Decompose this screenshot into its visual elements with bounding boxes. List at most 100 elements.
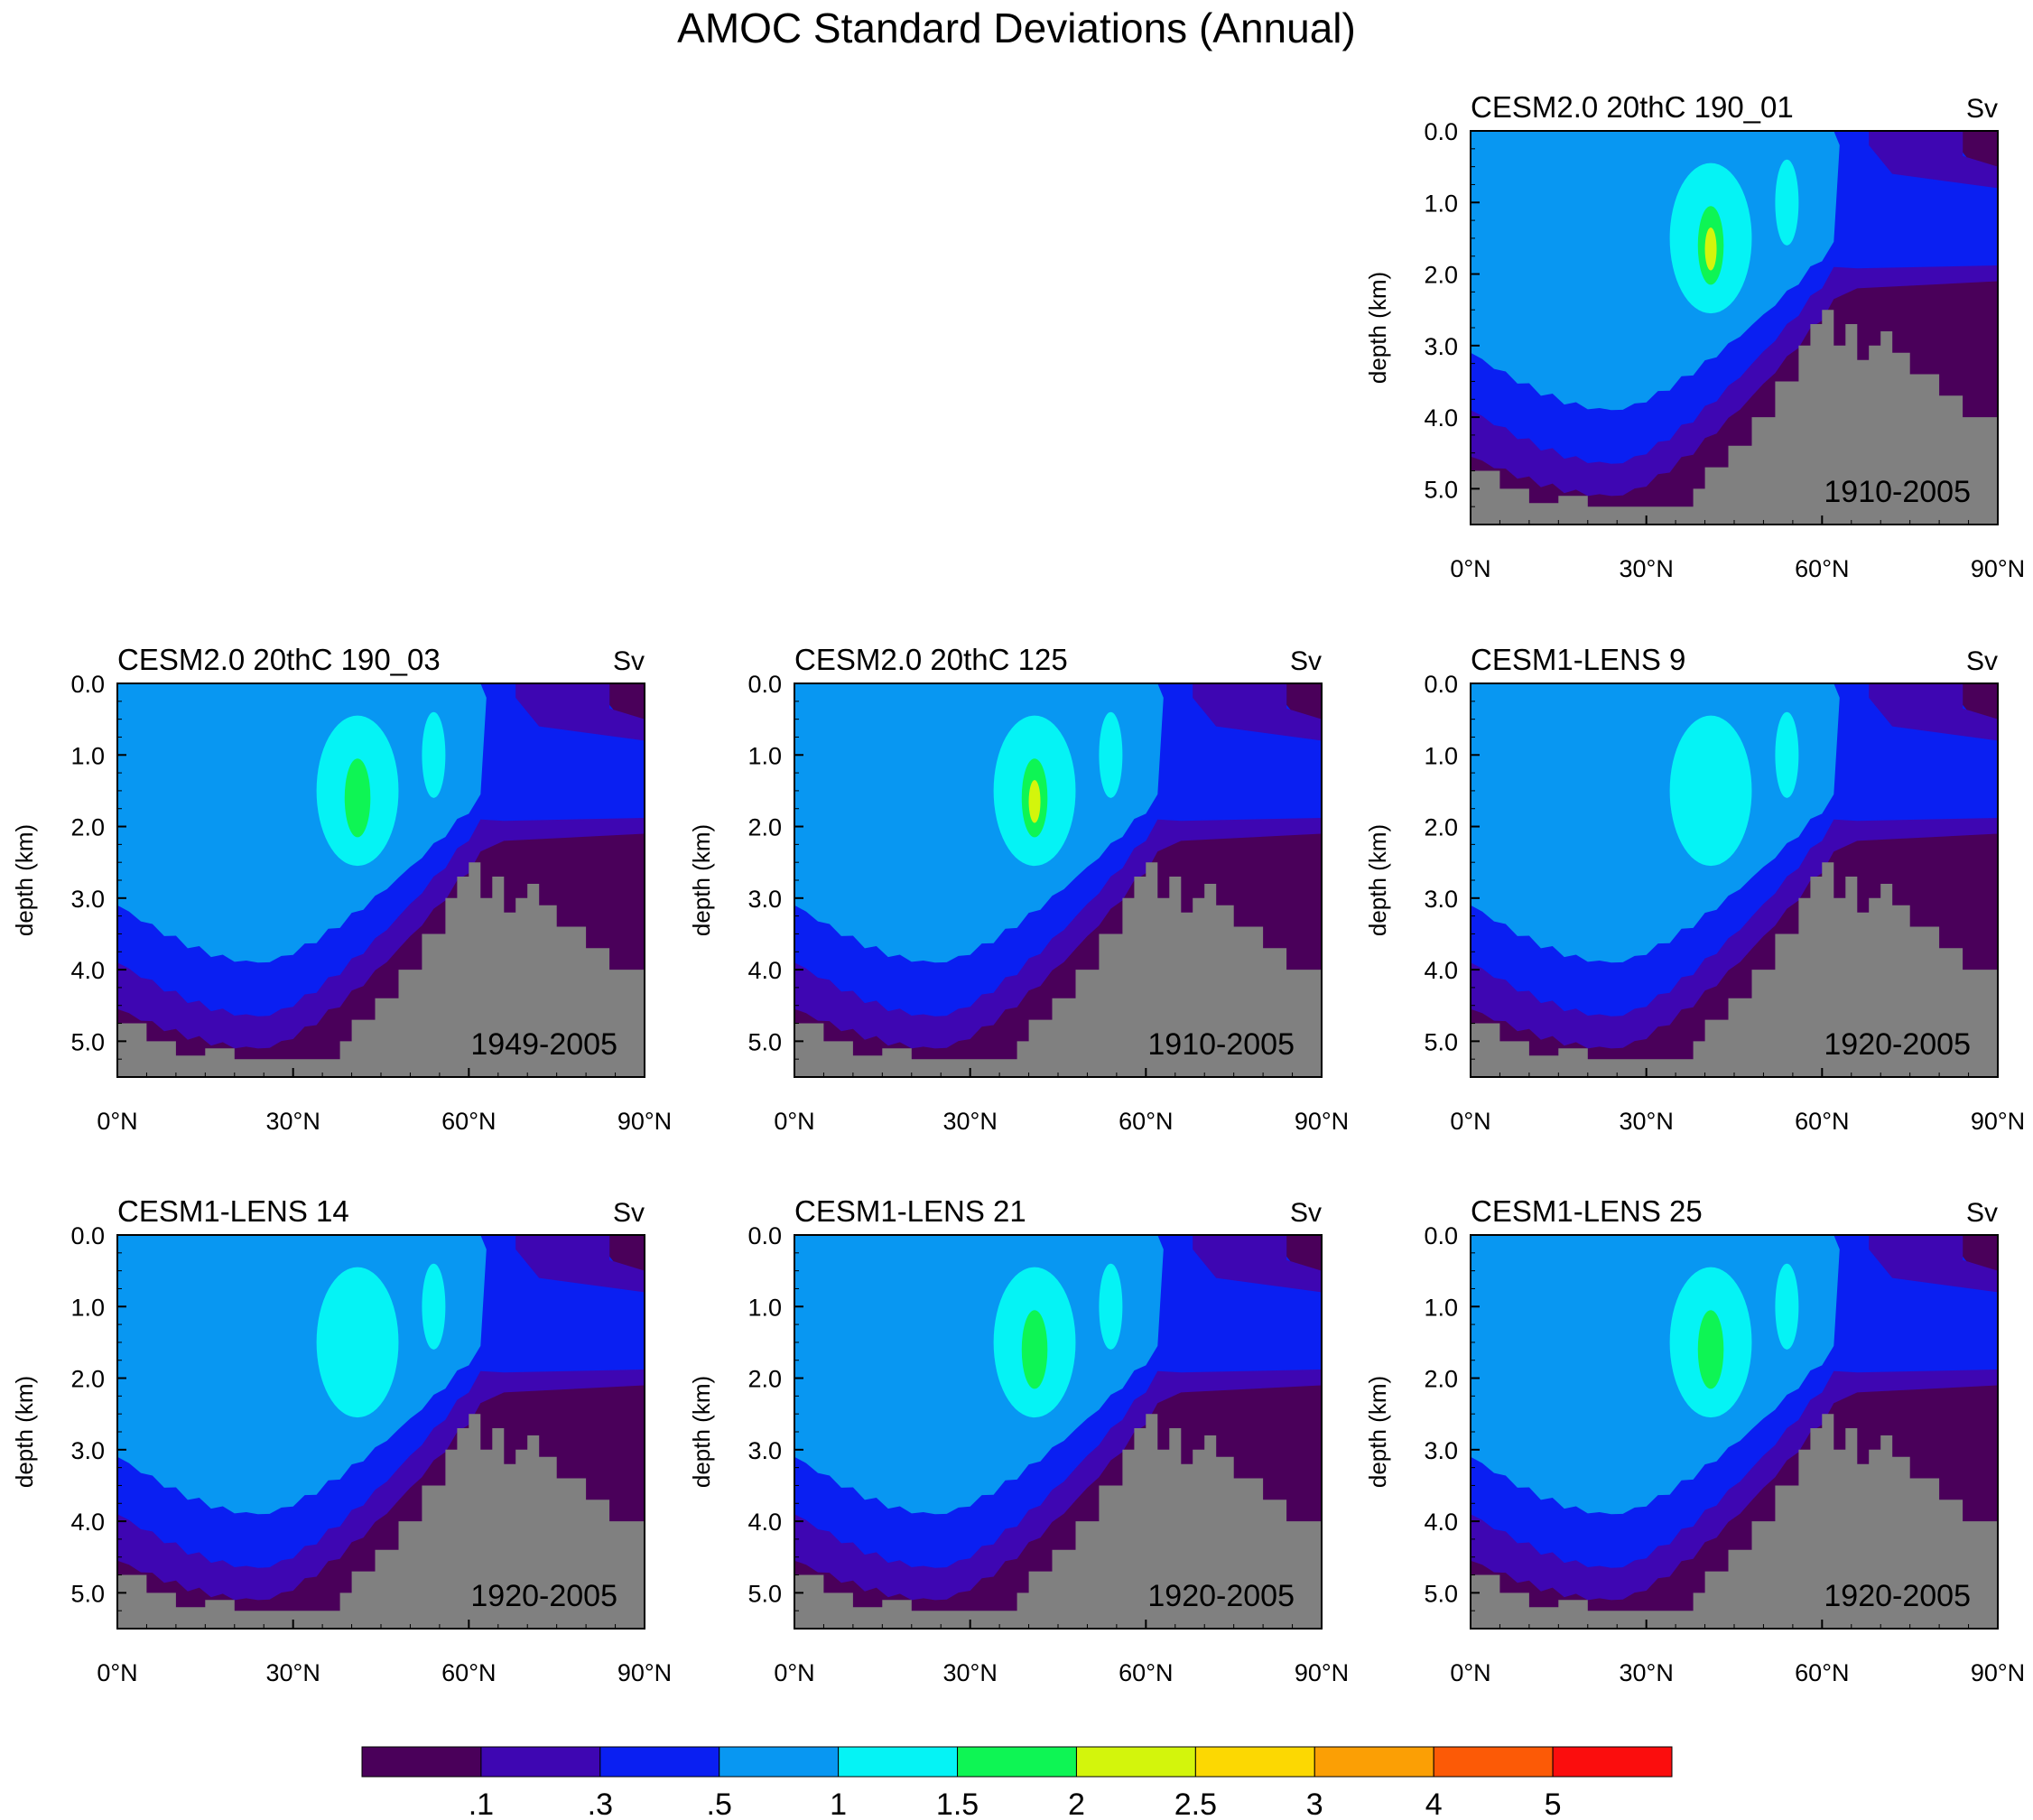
contour-level-3 bbox=[117, 1235, 487, 1515]
core-contour-secondary bbox=[422, 711, 446, 798]
x-tick-label: 30°N bbox=[943, 1659, 998, 1686]
colorbar-label: 4 bbox=[1425, 1788, 1443, 1820]
contour-patch-north bbox=[609, 1235, 645, 1271]
colorbar: .1 .3 .5 1 1.5 2 2.5 3 4 5 bbox=[361, 1746, 1673, 1820]
core-contour-2.5 bbox=[1028, 780, 1041, 823]
panel-4: 0.0 1.0 2.0 3.0 4.0 5.0 0°N 30°N 60°N 90°N depth (… bbox=[1364, 643, 2025, 1135]
y-tick-label: 2.0 bbox=[1424, 262, 1458, 289]
y-tick-label: 3.0 bbox=[1424, 886, 1458, 913]
core-contour-secondary bbox=[1099, 711, 1123, 798]
contour-field bbox=[794, 1235, 1322, 1629]
x-tick-label: 30°N bbox=[266, 1108, 320, 1135]
colorbar-swatch bbox=[1075, 1746, 1196, 1778]
y-tick-label: 0.0 bbox=[1424, 118, 1458, 145]
y-tick-label: 0.0 bbox=[1424, 1222, 1458, 1249]
contour-patch-north-2 bbox=[1193, 1235, 1322, 1293]
panel-units: Sv bbox=[1966, 94, 1998, 124]
y-tick-label: 1.0 bbox=[1424, 190, 1458, 217]
x-tick-label: 90°N bbox=[617, 1108, 672, 1135]
figure-title: AMOC Standard Deviations (Annual) bbox=[677, 5, 1356, 51]
y-axis-label: depth (km) bbox=[1364, 824, 1391, 936]
panel-period: 1920-2005 bbox=[1147, 1579, 1295, 1613]
core-contour-secondary bbox=[1775, 711, 1799, 798]
x-tick-label: 60°N bbox=[441, 1108, 496, 1135]
x-tick-label: 60°N bbox=[1119, 1108, 1173, 1135]
x-tick-label: 30°N bbox=[1620, 1659, 1674, 1686]
panel-1: 0.0 1.0 2.0 3.0 4.0 5.0 0°N 30°N 60°N 90°N depth (… bbox=[1364, 90, 2025, 582]
colorbar-swatch bbox=[838, 1746, 959, 1778]
colorbar-swatch bbox=[599, 1746, 720, 1778]
y-tick-label: 2.0 bbox=[747, 814, 782, 841]
panel-units: Sv bbox=[613, 1198, 645, 1228]
contour-patch-north-2 bbox=[515, 1235, 645, 1293]
y-tick-label: 2.0 bbox=[747, 1366, 782, 1393]
x-tick-label: 90°N bbox=[617, 1659, 672, 1686]
y-axis-label: depth (km) bbox=[1364, 272, 1391, 384]
x-tick-label: 0°N bbox=[774, 1108, 814, 1135]
y-tick-label: 0.0 bbox=[70, 671, 105, 698]
x-tick-label: 90°N bbox=[1971, 1659, 2025, 1686]
y-tick-label: 2.0 bbox=[1424, 814, 1458, 841]
colorbar-swatch bbox=[361, 1746, 482, 1778]
panel-units: Sv bbox=[613, 646, 645, 676]
x-tick-label: 0°N bbox=[1450, 555, 1490, 582]
panel-period: 1920-2005 bbox=[1824, 1027, 1971, 1062]
bathymetry bbox=[1471, 1414, 1998, 1629]
y-tick-label: 4.0 bbox=[1424, 404, 1458, 432]
x-tick-label: 0°N bbox=[774, 1659, 814, 1686]
contour-level-3 bbox=[794, 1235, 1164, 1515]
panel-units: Sv bbox=[1290, 646, 1322, 676]
core-contour-2 bbox=[344, 758, 371, 838]
y-tick-label: 4.0 bbox=[70, 957, 105, 984]
core-contour-secondary bbox=[1775, 159, 1799, 246]
colorbar-label: 1 bbox=[830, 1788, 847, 1820]
y-tick-label: 1.0 bbox=[70, 1294, 105, 1321]
panel-title: CESM1-LENS 25 bbox=[1471, 1194, 1703, 1228]
y-axis-label: depth (km) bbox=[1364, 1376, 1391, 1488]
y-tick-label: 1.0 bbox=[747, 1294, 782, 1321]
colorbar-label: .1 bbox=[469, 1788, 494, 1820]
panel-units: Sv bbox=[1966, 646, 1998, 676]
x-tick-label: 30°N bbox=[266, 1659, 320, 1686]
x-tick-label: 0°N bbox=[97, 1108, 137, 1135]
panel-period: 1920-2005 bbox=[470, 1579, 617, 1613]
colorbar-swatch bbox=[957, 1746, 1077, 1778]
x-tick-label: 90°N bbox=[1971, 555, 2025, 582]
core-contour-1.5 bbox=[316, 1267, 399, 1418]
x-tick-label: 30°N bbox=[943, 1108, 998, 1135]
contour-patch-north-2 bbox=[1869, 131, 1998, 189]
colorbar-label: .5 bbox=[707, 1788, 732, 1820]
y-axis-label: depth (km) bbox=[688, 1376, 715, 1488]
panel-period: 1949-2005 bbox=[470, 1027, 617, 1062]
bathymetry bbox=[794, 862, 1322, 1077]
contour-patch-north-2 bbox=[1869, 683, 1998, 741]
panel-7: 0.0 1.0 2.0 3.0 4.0 5.0 0°N 30°N 60°N 90°N depth (… bbox=[1364, 1194, 2025, 1686]
y-axis-label: depth (km) bbox=[11, 824, 38, 936]
y-tick-label: 4.0 bbox=[747, 1509, 782, 1536]
x-tick-label: 90°N bbox=[1295, 1108, 1349, 1135]
y-axis-label: depth (km) bbox=[11, 1376, 38, 1488]
contour-field bbox=[1471, 131, 1998, 525]
colorbar-swatch bbox=[1314, 1746, 1434, 1778]
contour-level-3 bbox=[1471, 683, 1840, 963]
colorbar-label: .3 bbox=[588, 1788, 613, 1820]
core-contour-1.5 bbox=[1669, 715, 1752, 867]
contour-level-3 bbox=[1471, 131, 1840, 411]
y-tick-label: 5.0 bbox=[747, 1028, 782, 1055]
panel-5: 0.0 1.0 2.0 3.0 4.0 5.0 0°N 30°N 60°N 90°N depth (… bbox=[11, 1194, 672, 1686]
y-tick-label: 1.0 bbox=[1424, 1294, 1458, 1321]
x-tick-label: 30°N bbox=[1620, 555, 1674, 582]
contour-field bbox=[1471, 1235, 1998, 1629]
contour-level-3 bbox=[1471, 1235, 1840, 1515]
panel-3: 0.0 1.0 2.0 3.0 4.0 5.0 0°N 30°N 60°N 90°N depth (… bbox=[688, 643, 1349, 1135]
bathymetry bbox=[794, 1414, 1322, 1629]
contour-patch-north bbox=[609, 683, 645, 720]
contour-level-3 bbox=[117, 683, 487, 963]
y-tick-label: 5.0 bbox=[1424, 476, 1458, 503]
y-tick-label: 4.0 bbox=[747, 957, 782, 984]
y-tick-label: 4.0 bbox=[1424, 957, 1458, 984]
x-tick-label: 0°N bbox=[1450, 1108, 1490, 1135]
contour-patch-north-2 bbox=[515, 683, 645, 741]
y-tick-label: 1.0 bbox=[70, 742, 105, 769]
panel-title: CESM2.0 20thC 125 bbox=[794, 643, 1068, 676]
